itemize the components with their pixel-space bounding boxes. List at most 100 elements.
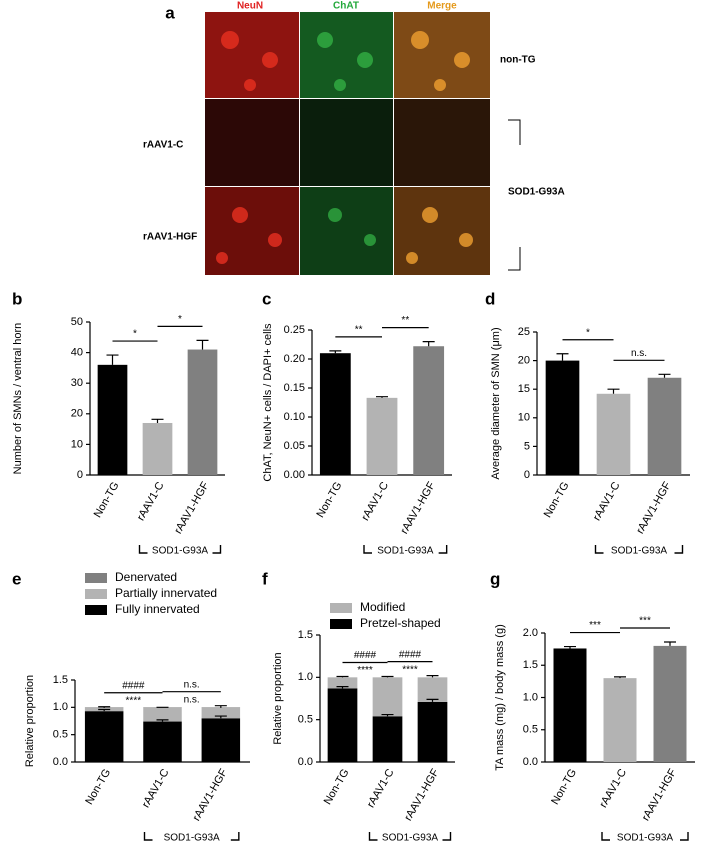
- row-label: rAAV1-C: [143, 140, 183, 151]
- y-axis-label: Relative proportion: [24, 675, 36, 767]
- error-bar: [556, 353, 569, 361]
- bar: [545, 360, 580, 475]
- error-bar: [614, 676, 626, 679]
- bar-segment: [143, 721, 182, 762]
- cells: [317, 32, 376, 246]
- y-tick-label: 10: [71, 438, 83, 450]
- x-tick-label: Non-TG: [322, 767, 352, 807]
- column-header: ChAT: [333, 1, 359, 12]
- panel-letter: f: [262, 569, 268, 588]
- group-bracket: [363, 545, 448, 554]
- cells: [216, 31, 282, 264]
- y-axis-label: Average diameter of SMN (μm): [490, 327, 502, 479]
- panel-letter: b: [12, 289, 22, 308]
- micrograph: [300, 12, 393, 98]
- group-label: SOD1-G93A: [152, 546, 208, 557]
- significance-label: ####: [399, 649, 422, 660]
- y-tick-label: 15: [518, 383, 530, 395]
- panel-letter: d: [485, 289, 495, 308]
- error-bar: [151, 418, 164, 423]
- y-tick-label: 0.0: [53, 756, 68, 768]
- error-bar: [336, 675, 349, 678]
- y-tick-label: 20: [518, 355, 530, 367]
- group-bracket: [601, 832, 689, 841]
- x-tick-label: Non-TG: [542, 480, 572, 520]
- bar-segment: [327, 677, 358, 689]
- y-tick-label: 1.5: [53, 674, 68, 686]
- y-tick-label: 0.15: [284, 382, 305, 394]
- group-bracket: [143, 832, 240, 841]
- x-tick-label: rAAV1-C: [365, 767, 397, 810]
- y-tick-label: 0.20: [284, 353, 305, 365]
- error-bar: [336, 686, 349, 689]
- y-tick-label: 0: [77, 469, 83, 481]
- significance-label: **: [355, 325, 363, 336]
- x-tick-label: rAAV1-C: [135, 480, 167, 523]
- bar: [142, 422, 173, 475]
- error-bar: [106, 354, 119, 365]
- micrograph: [300, 99, 393, 186]
- row-label: rAAV1-HGF: [143, 232, 197, 243]
- y-tick-label: 1.0: [523, 691, 538, 703]
- x-tick-label: Non-TG: [83, 767, 113, 807]
- bar-segment: [417, 677, 448, 702]
- x-tick-label: Non-TG: [92, 480, 122, 520]
- bar-segment: [327, 688, 358, 762]
- y-tick-label: 1.5: [523, 659, 538, 671]
- bar: [647, 377, 682, 475]
- error-bar: [422, 341, 435, 347]
- y-tick-label: 5: [524, 440, 530, 452]
- error-bar: [156, 719, 169, 722]
- panel-letter: c: [262, 289, 271, 308]
- group-label: SOD1-G93A: [164, 833, 220, 844]
- legend-swatch: [85, 605, 107, 615]
- x-tick-label: rAAV1-HGF: [640, 767, 679, 823]
- panel-letter: e: [12, 569, 21, 588]
- y-tick-label: 0.5: [298, 714, 313, 726]
- error-bar: [564, 645, 576, 649]
- bar: [603, 678, 637, 762]
- significance-label: ####: [354, 650, 377, 661]
- y-tick-label: 0.0: [523, 756, 538, 768]
- y-tick-label: 10: [518, 412, 530, 424]
- group-label: SOD1-G93A: [617, 833, 673, 844]
- group-label: SOD1-G93A: [377, 546, 433, 557]
- y-tick-label: 0.25: [284, 324, 305, 336]
- significance-label: ***: [589, 620, 601, 631]
- error-bar: [196, 339, 209, 350]
- y-axis-label: TA mass (mg) / body mass (g): [494, 624, 506, 771]
- image-panel: a NeuN ChAT Merge non-TG rAAV1-C rAAV1-H…: [143, 1, 565, 275]
- significance-label: n.s.: [184, 694, 200, 705]
- y-tick-label: 0.0: [298, 756, 313, 768]
- row-label: non-TG: [500, 55, 536, 66]
- y-axis-label: Relative proportion: [272, 652, 284, 744]
- group-label: SOD1-G93A: [382, 833, 438, 844]
- significance-label: *: [133, 329, 137, 340]
- micrograph: [300, 187, 393, 275]
- group-label: SOD1-G93A: [611, 546, 667, 557]
- significance-label: ****: [126, 695, 142, 706]
- significance-label: ****: [357, 665, 373, 676]
- x-tick-label: rAAV1-C: [140, 767, 172, 810]
- significance-label: ****: [402, 664, 418, 675]
- error-bar: [98, 708, 111, 712]
- y-tick-label: 0.00: [284, 469, 305, 481]
- y-tick-label: 0.05: [284, 440, 305, 452]
- y-tick-label: 0.10: [284, 411, 305, 423]
- legend-label: Fully innervated: [115, 602, 200, 616]
- error-bar: [376, 396, 388, 398]
- x-tick-label: rAAV1-HGF: [402, 767, 441, 823]
- y-tick-label: 1.0: [298, 671, 313, 683]
- bar-segment: [84, 711, 124, 762]
- column-header: Merge: [427, 1, 457, 12]
- y-tick-label: 1.5: [298, 629, 313, 641]
- micrograph: [205, 99, 299, 186]
- cells: [406, 31, 473, 264]
- error-bar: [98, 706, 111, 708]
- group-bracket: [594, 545, 684, 554]
- bar-segment: [372, 677, 403, 717]
- bar: [413, 346, 445, 475]
- panel-letter: a: [165, 3, 175, 22]
- error-bar: [607, 388, 620, 394]
